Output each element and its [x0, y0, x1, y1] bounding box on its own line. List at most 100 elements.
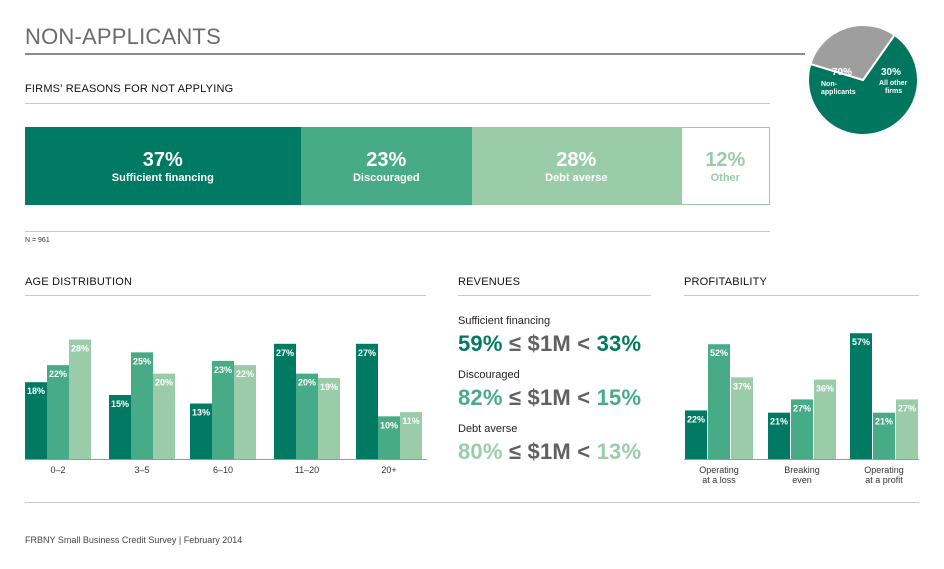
bar-value-label: 25% — [133, 356, 151, 366]
revenues-divider — [458, 295, 651, 296]
profitability-divider — [684, 295, 919, 296]
segment-label: Discouraged — [352, 171, 420, 184]
bar-value-label: 20% — [298, 378, 316, 388]
segment-label: Sufficient financing — [111, 171, 214, 184]
category-label: Breaking — [784, 465, 820, 475]
bar-value-label: 20% — [155, 378, 173, 388]
bar — [685, 410, 707, 459]
segment-percent: 12% — [705, 148, 746, 171]
category-label: Operating — [699, 465, 739, 475]
bar — [47, 365, 69, 459]
footer-divider — [25, 502, 919, 503]
footer-source: FRBNY Small Business Credit Survey | Feb… — [25, 535, 243, 545]
age-divider — [25, 295, 426, 296]
revenue-threshold: ≤ $1M < — [502, 331, 597, 356]
bar — [850, 333, 872, 459]
bar-value-label: 27% — [276, 348, 294, 358]
non-applicants-pie: 70% Non- applicants 30% All other firms — [807, 24, 919, 136]
reasons-bottom-divider — [25, 231, 770, 232]
revenue-right-pct: 13% — [596, 439, 642, 464]
revenue-left-pct: 82% — [458, 385, 503, 410]
bar-value-label: 37% — [733, 381, 751, 391]
bar — [212, 360, 234, 459]
bar-value-label: 36% — [816, 384, 834, 394]
sample-size-note: N = 961 — [25, 237, 50, 244]
bar-value-label: 27% — [898, 403, 916, 413]
bar — [274, 343, 296, 459]
pie-other-pct: 30% — [881, 67, 901, 78]
segment-percent: 28% — [556, 148, 597, 171]
bar — [378, 416, 400, 459]
category-label: Operating — [864, 465, 904, 475]
revenue-left-pct: 80% — [458, 439, 503, 464]
category-label: at a profit — [865, 475, 903, 485]
bar — [731, 377, 753, 459]
segment-percent: 23% — [366, 148, 407, 171]
bar — [109, 395, 131, 459]
bar — [791, 399, 813, 459]
category-label: 20+ — [381, 465, 396, 475]
reasons-stacked-bar: 37% Sufficient financing 23% Discouraged… — [25, 127, 770, 205]
reason-segment-other: 12% Other — [680, 127, 770, 205]
segment-label: Other — [710, 171, 740, 184]
bar — [234, 365, 256, 459]
bar — [190, 403, 212, 459]
revenue-threshold: ≤ $1M < — [502, 439, 597, 464]
bar — [25, 382, 47, 459]
reasons-divider — [25, 103, 770, 104]
bar-value-label: 27% — [358, 348, 376, 358]
revenue-right-pct: 15% — [596, 385, 642, 410]
bar — [400, 412, 422, 459]
bar-value-label: 27% — [793, 403, 811, 413]
bar — [318, 377, 340, 459]
revenue-value-debt-averse: 80% ≤ $1M < 13% — [458, 439, 641, 465]
bar-value-label: 23% — [214, 365, 232, 375]
age-distribution-chart: 18% 22% 28% 0–2 15% 25% 20% 3–5 13% 23% 22% 6–10 27%… — [25, 339, 427, 475]
reasons-heading: FIRMS' REASONS FOR NOT APPLYING — [25, 83, 234, 95]
revenue-label-debt-averse: Debt averse — [458, 423, 518, 435]
pie-nonapplicants-label: Non- — [821, 81, 838, 88]
reason-segment-sufficient-financing: 37% Sufficient financing — [25, 127, 301, 205]
bar — [356, 343, 378, 459]
bar-value-label: 28% — [71, 344, 89, 354]
bar — [814, 379, 836, 459]
bar-value-label: 15% — [111, 399, 129, 409]
bar — [153, 373, 175, 459]
bar — [69, 339, 91, 459]
bar-value-label: 19% — [320, 382, 338, 392]
pie-nonapplicants-label-2: applicants — [821, 89, 856, 96]
pie-nonapplicants-pct: 70% — [832, 67, 852, 78]
profitability-heading: PROFITABILITY — [684, 276, 768, 288]
page-title: NON-APPLICANTS — [25, 24, 221, 49]
category-label: 11–20 — [295, 465, 319, 475]
bar-value-label: 10% — [380, 420, 398, 430]
bar-value-label: 22% — [49, 369, 67, 379]
bar-value-label: 57% — [852, 337, 870, 347]
reason-segment-debt-averse: 28% Debt averse — [471, 127, 681, 205]
bar-value-label: 52% — [710, 348, 728, 358]
bar — [896, 399, 918, 459]
bar — [296, 373, 318, 459]
title-divider — [25, 53, 805, 55]
segment-label: Debt averse — [545, 171, 608, 184]
category-label: 6–10 — [213, 465, 233, 475]
category-label: 0–2 — [50, 465, 65, 475]
bar — [131, 352, 153, 459]
bar — [708, 344, 730, 459]
revenue-label-discouraged: Discouraged — [458, 369, 520, 381]
pie-slice-1 — [809, 24, 896, 82]
age-heading: AGE DISTRIBUTION — [25, 276, 133, 288]
category-label: at a loss — [702, 475, 736, 485]
revenue-label-sufficient: Sufficient financing — [458, 315, 551, 327]
revenue-left-pct: 59% — [458, 331, 503, 356]
pie-other-label: All other — [879, 80, 908, 87]
bar-value-label: 13% — [192, 408, 210, 418]
segment-percent: 37% — [142, 148, 183, 171]
bar-value-label: 21% — [875, 417, 893, 427]
bar-value-label: 22% — [687, 414, 705, 424]
pie-slice-0 — [807, 33, 919, 136]
revenue-value-sufficient: 59% ≤ $1M < 33% — [458, 331, 641, 357]
revenue-right-pct: 33% — [596, 331, 642, 356]
category-label: even — [792, 475, 812, 485]
